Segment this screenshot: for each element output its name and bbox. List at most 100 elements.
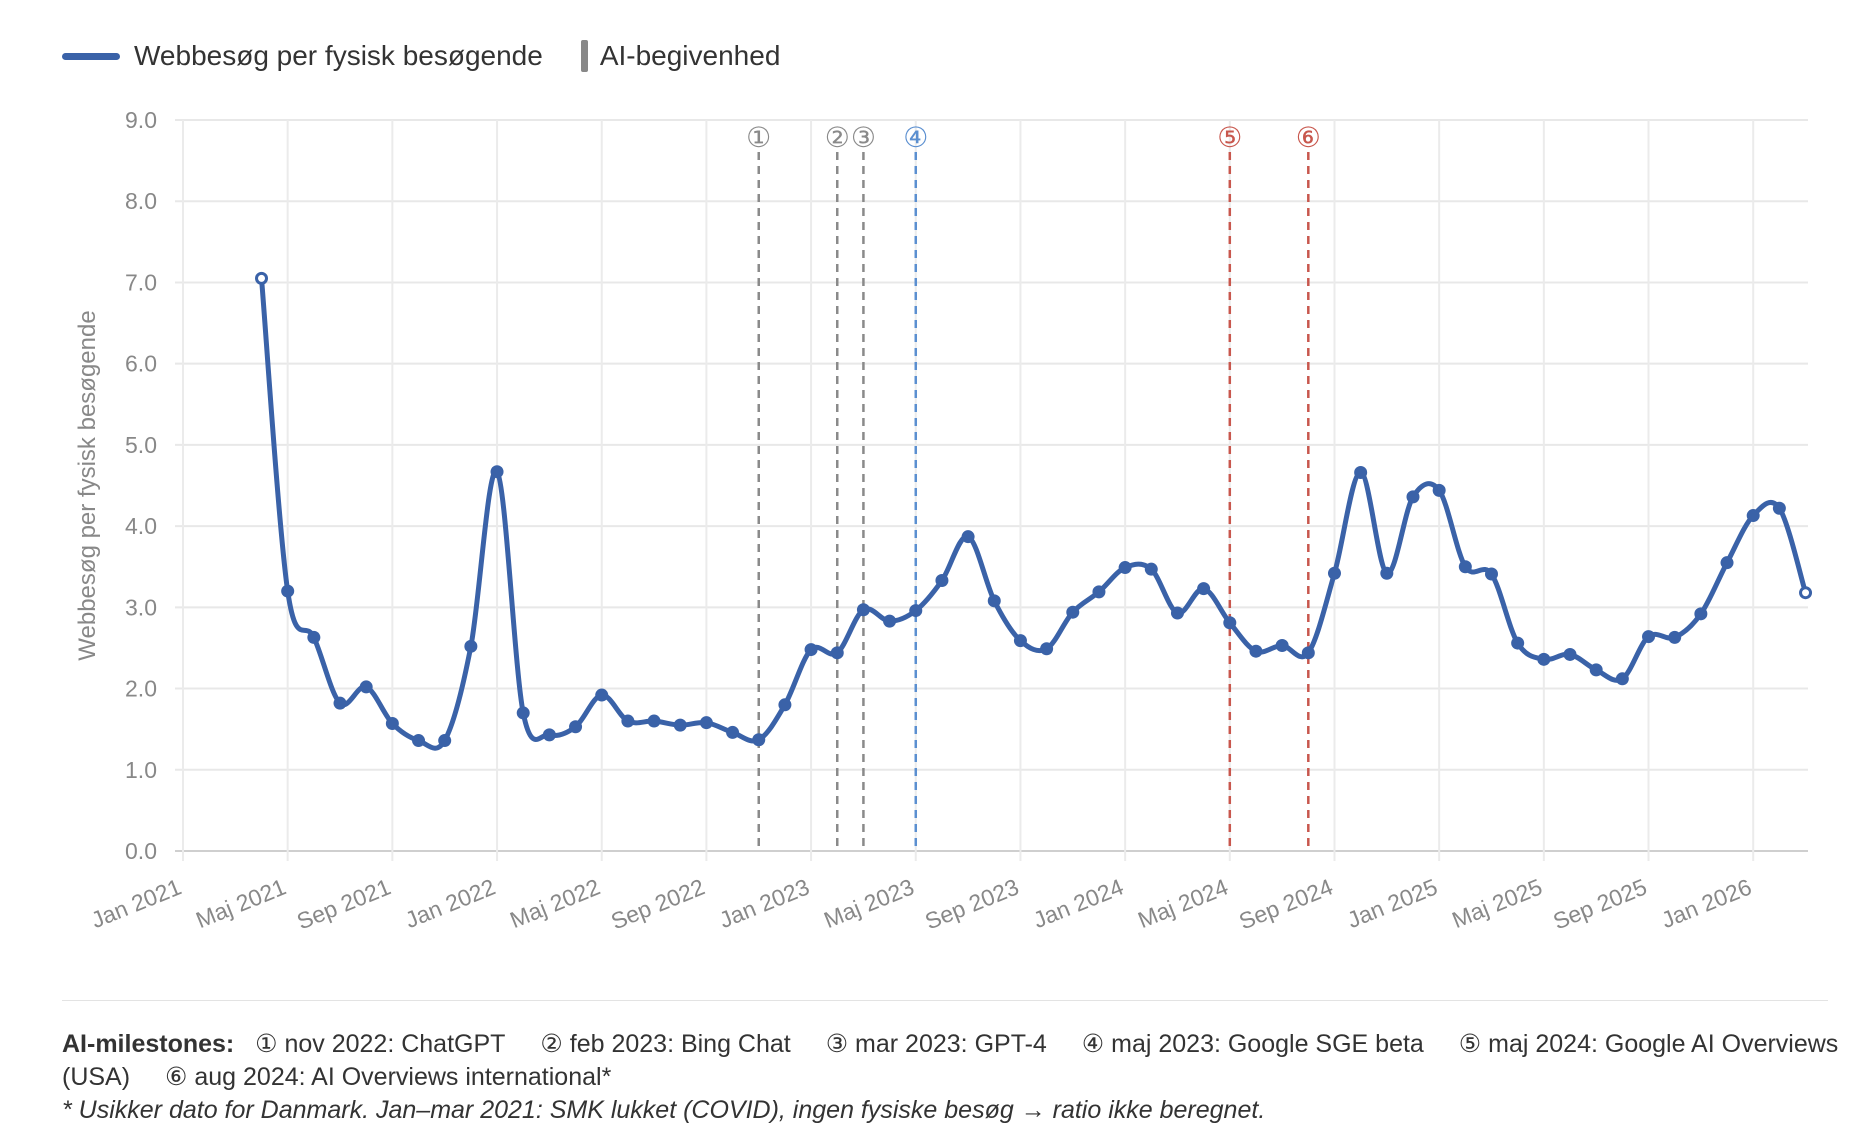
data-point (961, 530, 975, 544)
series-line (259, 275, 1809, 751)
data-point (1458, 560, 1472, 574)
data-point (1537, 652, 1551, 666)
data-point (333, 696, 347, 710)
milestone-4: ④ maj 2023: Google SGE beta (1081, 1030, 1424, 1058)
milestone-3: ③ mar 2023: GPT-4 (825, 1030, 1047, 1058)
data-point (412, 734, 426, 748)
data-point (699, 716, 713, 730)
x-tick-label: Sep 2025 (1549, 874, 1650, 935)
x-tick-label: Maj 2024 (1134, 873, 1232, 933)
x-tick-label: Jan 2025 (1344, 874, 1441, 934)
line-chart: 0.0 1.0 2.0 3.0 4.0 5.0 6.0 7.0 8.0 9.0 Jan 2021 Ma… (74, 107, 1813, 935)
data-point (987, 594, 1001, 608)
x-tick-label: Jan 2021 (87, 874, 184, 934)
data-point (1432, 483, 1446, 497)
data-point (1249, 644, 1263, 658)
data-point (1589, 663, 1603, 677)
x-tick-label: Maj 2022 (506, 874, 603, 934)
data-point (385, 716, 399, 730)
data-point (542, 728, 556, 742)
legend-series-swatch[interactable] (62, 52, 120, 60)
data-point (1799, 586, 1813, 600)
data-point (778, 698, 792, 712)
x-tick-label: Sep 2024 (1235, 873, 1336, 934)
data-point (255, 271, 269, 285)
y-tick-label: 7.0 (125, 269, 157, 295)
data-point (726, 725, 740, 739)
x-tick-label: Jan 2023 (715, 874, 812, 934)
data-point (359, 680, 373, 694)
data-point (1720, 556, 1734, 570)
data-point (1301, 646, 1315, 660)
data-point (595, 688, 609, 702)
data-point (1092, 585, 1106, 599)
data-point (647, 714, 661, 728)
data-point (281, 584, 295, 598)
data-point (883, 614, 897, 628)
data-point (673, 718, 687, 732)
milestone-2: ② feb 2023: Bing Chat (540, 1030, 791, 1058)
y-tick-label: 2.0 (125, 676, 157, 702)
data-point (307, 630, 321, 644)
data-point (1223, 616, 1237, 630)
data-point (1066, 605, 1080, 619)
legend-event-label[interactable]: AI-begivenhed (599, 40, 781, 71)
y-tick-label: 0.0 (125, 838, 157, 864)
ai-event-marker: ⑥ (1296, 121, 1321, 154)
data-point (1485, 567, 1498, 581)
footnote: * Usikker dato for Danmark. Jan–mar 2021… (62, 1096, 1266, 1124)
ai-event-marker: ① (746, 121, 771, 154)
milestones-footer: AI-milestones: ① nov 2022: ChatGPT ② feb… (62, 1028, 1842, 1127)
x-tick-label: Maj 2025 (1448, 874, 1545, 934)
data-point (752, 733, 766, 747)
data-point (1746, 509, 1760, 523)
y-tick-label: 8.0 (125, 188, 157, 214)
x-tick-label: Maj 2023 (820, 874, 917, 934)
data-point (1275, 639, 1289, 653)
data-point (1327, 566, 1341, 580)
footer-divider (62, 1000, 1828, 1001)
y-tick-label: 3.0 (125, 594, 157, 620)
data-point (438, 734, 452, 748)
x-tick-label: Sep 2022 (607, 874, 708, 935)
legend: Webbesøg per fysisk besøgende AI-begiven… (62, 40, 780, 72)
milestone-5: ⑤ maj 2024: Google AI Overviews (USA) (62, 1030, 1839, 1091)
data-point (1694, 607, 1708, 621)
legend-series-label[interactable]: Webbesøg per fysisk besøgende (134, 40, 543, 71)
ai-event-marker: ⑤ (1217, 121, 1242, 154)
y-tick-label: 1.0 (125, 757, 157, 783)
y-tick-label: 4.0 (125, 513, 157, 539)
data-point (1563, 647, 1577, 661)
milestone-6: ⑥ aug 2024: AI Overviews international* (165, 1063, 612, 1091)
data-point (464, 639, 478, 653)
x-tick-label: Sep 2023 (921, 874, 1022, 935)
data-point (1013, 634, 1027, 648)
data-point (569, 720, 583, 734)
y-tick-label: 5.0 (125, 432, 157, 458)
data-point (909, 604, 923, 618)
data-point (804, 643, 818, 657)
data-point (490, 465, 504, 479)
x-tick-label: Jan 2022 (401, 874, 498, 934)
data-point (516, 706, 530, 720)
ai-event-marker: ② (825, 121, 850, 154)
data-point (1040, 642, 1054, 656)
data-point (1642, 630, 1656, 644)
data-point (1354, 466, 1368, 480)
milestone-1: ① nov 2022: ChatGPT (255, 1030, 506, 1058)
data-point (1615, 672, 1629, 686)
data-point (1406, 490, 1420, 504)
legend-event-swatch[interactable] (580, 40, 588, 72)
data-point (1511, 636, 1525, 650)
data-point (1144, 562, 1158, 576)
y-tick-label: 9.0 (125, 107, 157, 133)
y-tick-label: 6.0 (125, 351, 157, 377)
data-point (1380, 566, 1394, 580)
data-point (621, 714, 635, 728)
milestones-title: AI-milestones: (62, 1030, 235, 1058)
data-point (935, 574, 949, 588)
data-point (1170, 606, 1184, 620)
y-axis-label: Webbesøg per fysisk besøgende (74, 310, 101, 660)
x-tick-label: Sep 2021 (293, 874, 394, 935)
data-point (1772, 501, 1786, 515)
